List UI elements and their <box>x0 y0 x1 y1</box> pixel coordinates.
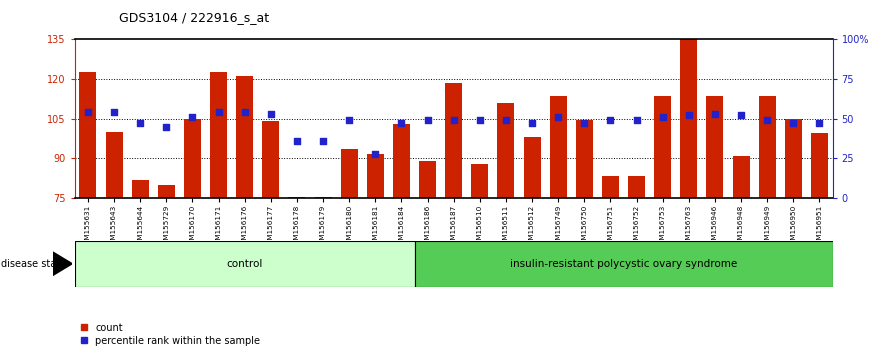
Point <box>525 120 539 126</box>
Bar <box>184 119 201 198</box>
Bar <box>106 132 122 198</box>
Bar <box>341 149 358 198</box>
Point <box>211 109 226 115</box>
Bar <box>236 76 253 198</box>
Bar <box>75 241 415 287</box>
Point <box>655 114 670 120</box>
Point <box>734 113 748 118</box>
Point <box>577 120 591 126</box>
Bar <box>132 180 149 198</box>
Bar <box>415 241 833 287</box>
Point <box>263 111 278 117</box>
Bar <box>576 120 593 198</box>
Point <box>316 138 330 144</box>
Point <box>290 138 304 144</box>
Point <box>107 109 121 115</box>
Bar <box>158 185 174 198</box>
Point <box>368 151 382 156</box>
Point <box>81 109 95 115</box>
Point <box>682 113 696 118</box>
Bar <box>811 133 828 198</box>
Point <box>395 120 409 126</box>
Bar <box>288 197 306 198</box>
Point <box>185 114 199 120</box>
Point <box>603 118 618 123</box>
Bar <box>471 164 488 198</box>
Polygon shape <box>53 252 72 275</box>
Bar <box>79 72 96 198</box>
Point <box>499 118 513 123</box>
Point <box>133 120 147 126</box>
Point <box>342 118 356 123</box>
Point <box>447 118 461 123</box>
Point <box>238 109 252 115</box>
Bar <box>550 96 566 198</box>
Point <box>760 118 774 123</box>
Point <box>420 118 434 123</box>
Text: GDS3104 / 222916_s_at: GDS3104 / 222916_s_at <box>119 11 269 24</box>
Bar <box>498 103 515 198</box>
Bar <box>419 161 436 198</box>
Bar <box>393 124 410 198</box>
Bar <box>628 176 645 198</box>
Point <box>552 114 566 120</box>
Bar <box>602 176 619 198</box>
Point <box>812 120 826 126</box>
Bar <box>733 156 750 198</box>
Bar <box>366 154 384 198</box>
Bar <box>655 96 671 198</box>
Bar <box>680 39 698 198</box>
Text: insulin-resistant polycystic ovary syndrome: insulin-resistant polycystic ovary syndr… <box>510 259 737 269</box>
Text: control: control <box>226 259 263 269</box>
Point <box>630 118 644 123</box>
Legend: count, percentile rank within the sample: count, percentile rank within the sample <box>80 323 260 346</box>
Bar <box>315 197 331 198</box>
Text: disease state: disease state <box>1 259 66 269</box>
Point <box>787 120 801 126</box>
Bar <box>263 121 279 198</box>
Bar <box>707 96 723 198</box>
Bar <box>785 119 802 198</box>
Bar <box>759 96 775 198</box>
Bar <box>210 72 227 198</box>
Bar <box>523 137 541 198</box>
Point <box>708 111 722 117</box>
Point <box>159 124 174 130</box>
Bar <box>445 83 463 198</box>
Point <box>473 118 487 123</box>
